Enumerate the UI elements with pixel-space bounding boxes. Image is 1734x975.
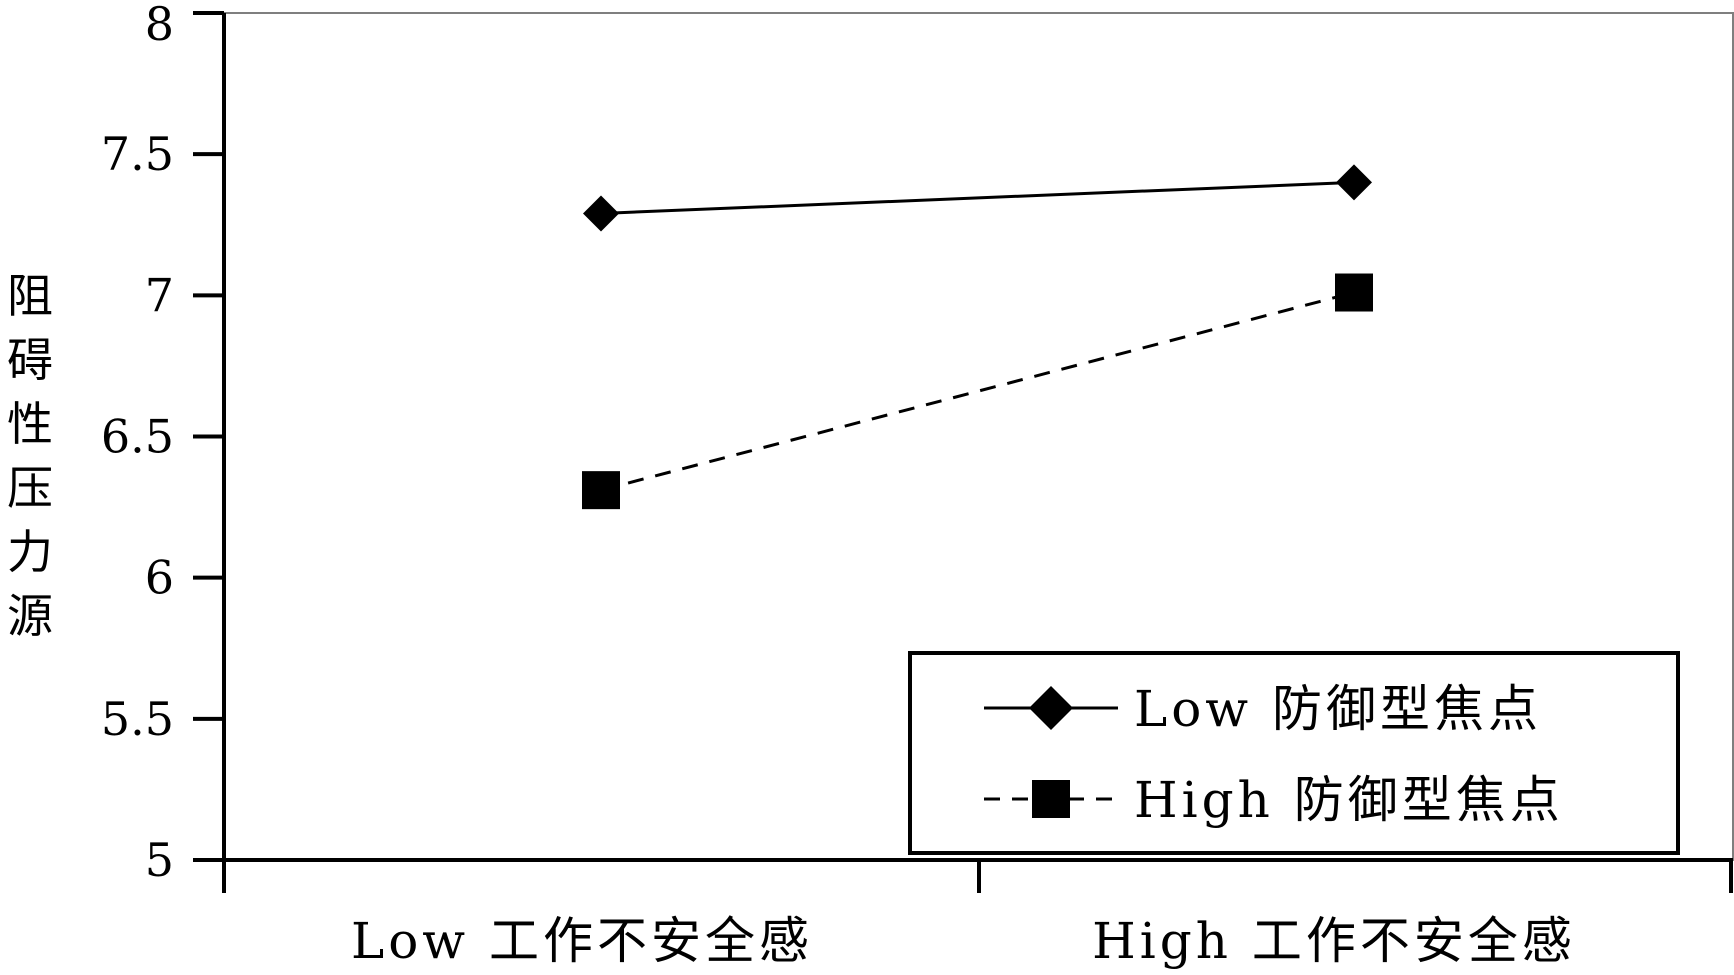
data-point-square <box>1335 273 1373 312</box>
y-axis-ticks: 5 5.5 6 6.5 7 7.5 8 <box>101 0 224 887</box>
data-point-diamond <box>583 195 619 232</box>
x-tick-label-low: Low 工作不安全感 <box>351 912 813 970</box>
y-tick-label: 5 <box>145 833 174 887</box>
data-point-square <box>582 471 620 510</box>
y-tick-label: 6 <box>145 551 174 605</box>
x-tick-label-high: High 工作不安全感 <box>1092 912 1576 970</box>
legend-marker-diamond <box>1029 686 1073 730</box>
y-tick-label: 7.5 <box>101 127 174 181</box>
y-tick-label: 8 <box>145 0 174 51</box>
y-tick-label: 5.5 <box>101 692 174 746</box>
legend: Low 防御型焦点 High 防御型焦点 <box>908 651 1680 855</box>
legend-marker-square <box>1032 780 1070 818</box>
legend-label-high: High 防御型焦点 <box>1134 771 1564 829</box>
series-layer <box>582 164 1373 510</box>
legend-label-low: Low 防御型焦点 <box>1134 680 1542 738</box>
y-tick-label: 7 <box>145 268 174 322</box>
legend-box <box>908 651 1680 855</box>
data-point-diamond <box>1336 164 1372 201</box>
series-line-high <box>600 291 1355 492</box>
y-axis-label: 阻碍性压力源 <box>7 269 53 643</box>
y-tick-label: 6.5 <box>101 410 174 464</box>
series-line-low <box>600 180 1355 215</box>
